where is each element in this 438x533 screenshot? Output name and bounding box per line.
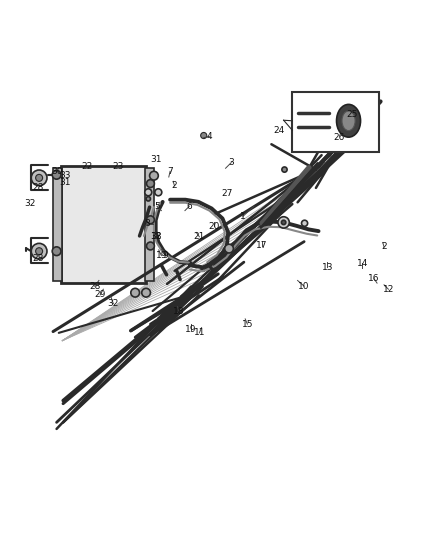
- Text: 11: 11: [194, 328, 205, 337]
- Text: 20: 20: [208, 222, 219, 231]
- Text: 13: 13: [321, 263, 333, 272]
- Text: 14: 14: [357, 259, 368, 268]
- Bar: [53, 168, 62, 281]
- Bar: [145, 168, 154, 281]
- Text: 24: 24: [274, 126, 285, 135]
- Circle shape: [52, 247, 61, 256]
- Text: 27: 27: [221, 189, 233, 198]
- Circle shape: [301, 220, 307, 227]
- Text: 19: 19: [185, 325, 196, 334]
- Text: 15: 15: [242, 320, 253, 329]
- Circle shape: [278, 217, 289, 228]
- Circle shape: [150, 171, 158, 180]
- Text: 9: 9: [163, 251, 169, 260]
- Circle shape: [31, 170, 47, 185]
- Ellipse shape: [336, 104, 360, 137]
- Text: 21: 21: [194, 232, 205, 241]
- Circle shape: [52, 171, 61, 179]
- Text: 25: 25: [346, 110, 358, 119]
- Circle shape: [142, 288, 150, 297]
- Text: 5: 5: [154, 202, 160, 211]
- Text: 28: 28: [32, 182, 43, 191]
- Text: 26: 26: [333, 133, 345, 142]
- Text: 33: 33: [60, 171, 71, 180]
- Circle shape: [131, 288, 140, 297]
- Circle shape: [155, 189, 162, 196]
- Circle shape: [225, 244, 233, 253]
- Text: 32: 32: [108, 299, 119, 308]
- Text: 28: 28: [89, 281, 100, 290]
- Text: 1: 1: [240, 212, 246, 221]
- Text: 18: 18: [173, 306, 184, 316]
- Circle shape: [35, 174, 42, 181]
- Text: 7: 7: [167, 167, 173, 176]
- Text: 31: 31: [150, 155, 162, 164]
- Text: 10: 10: [298, 281, 310, 290]
- Circle shape: [147, 216, 154, 224]
- Circle shape: [147, 180, 154, 188]
- Text: 19: 19: [155, 251, 167, 260]
- Text: 12: 12: [383, 285, 394, 294]
- Bar: [61, 166, 146, 283]
- Text: 17: 17: [256, 241, 268, 250]
- Text: 30: 30: [51, 167, 62, 176]
- Text: 32: 32: [25, 199, 36, 208]
- Bar: [61, 166, 146, 283]
- Circle shape: [146, 197, 150, 201]
- Circle shape: [147, 242, 154, 250]
- Text: 23: 23: [112, 163, 124, 172]
- Text: 8: 8: [144, 219, 150, 228]
- Text: 2: 2: [381, 243, 387, 252]
- Text: 28: 28: [32, 254, 43, 263]
- Circle shape: [201, 133, 207, 139]
- Circle shape: [282, 220, 286, 224]
- Text: 16: 16: [368, 274, 380, 283]
- Text: 4: 4: [207, 132, 212, 141]
- Circle shape: [145, 189, 152, 196]
- Text: 3: 3: [228, 158, 234, 167]
- Text: 18: 18: [151, 232, 163, 241]
- Bar: [292, 92, 379, 152]
- Text: 6: 6: [187, 202, 192, 211]
- Text: 32: 32: [150, 232, 161, 241]
- Text: 31: 31: [60, 178, 71, 187]
- Text: 22: 22: [81, 163, 93, 172]
- Circle shape: [282, 167, 287, 172]
- Text: 29: 29: [95, 290, 106, 300]
- Circle shape: [31, 244, 47, 259]
- Ellipse shape: [342, 111, 355, 131]
- Circle shape: [35, 248, 42, 255]
- Text: 2: 2: [172, 181, 177, 190]
